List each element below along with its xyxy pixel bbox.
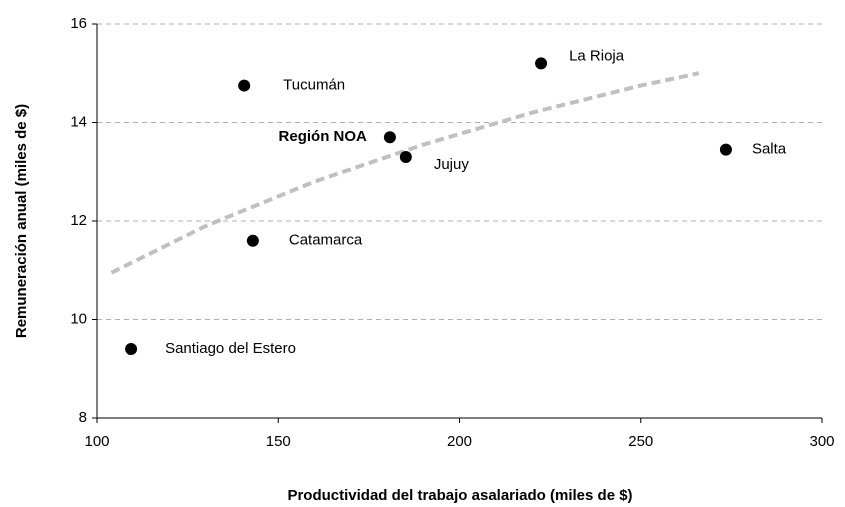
x-tick-label: 200 <box>447 433 472 450</box>
point <box>383 131 396 144</box>
trendline <box>110 71 700 275</box>
point <box>125 343 138 356</box>
point-label: Tucumán <box>283 77 345 94</box>
x-tick-label: 100 <box>84 433 109 450</box>
y-tick-label: 14 <box>70 113 87 130</box>
x-tick-label: 300 <box>809 433 834 450</box>
point-label: Jujuy <box>434 156 470 173</box>
point-label: Región NOA <box>279 128 367 145</box>
point <box>399 150 412 163</box>
y-tick-label: 16 <box>70 15 87 32</box>
x-tick-label: 150 <box>266 433 291 450</box>
point-label: Catamarca <box>289 232 363 249</box>
point <box>238 79 251 92</box>
point-label: Santiago del Estero <box>165 340 296 357</box>
y-axis-title: Remuneración anual (miles de $) <box>13 104 30 338</box>
point <box>719 143 732 156</box>
y-tick-label: 8 <box>79 409 87 426</box>
point <box>246 234 259 247</box>
x-axis-title: Productividad del trabajo asalariado (mi… <box>287 487 632 504</box>
x-tick-label: 250 <box>628 433 653 450</box>
point-label: La Rioja <box>569 47 625 64</box>
point-label: Salta <box>752 141 787 158</box>
y-tick-label: 10 <box>70 310 87 327</box>
y-tick-label: 12 <box>70 212 87 229</box>
point <box>535 57 548 70</box>
